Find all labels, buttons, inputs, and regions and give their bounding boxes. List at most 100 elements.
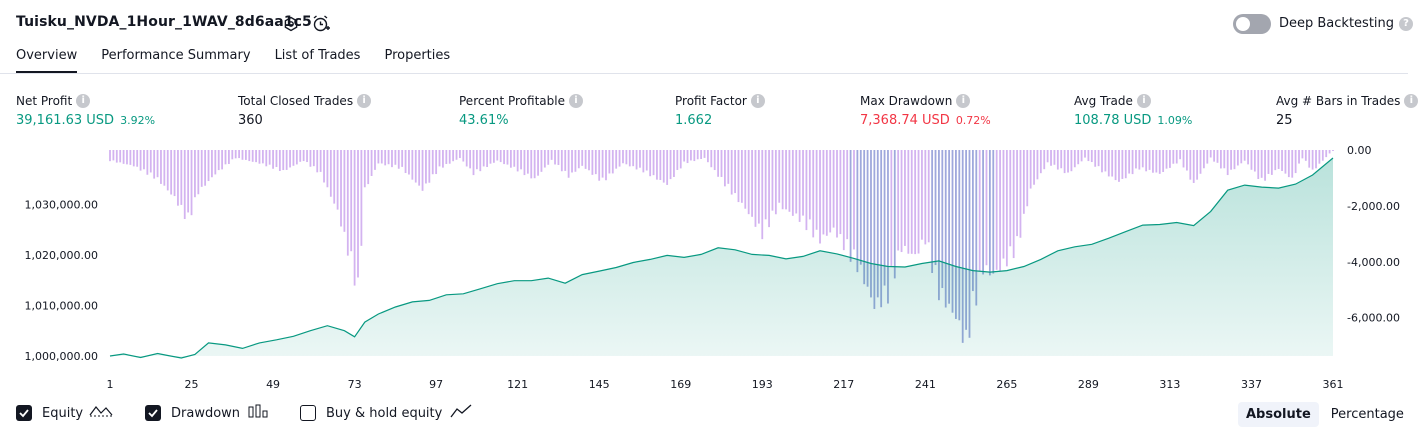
drawdown-bar xyxy=(1097,150,1100,167)
metric-percent: 0.72% xyxy=(955,114,991,127)
drawdown-bar xyxy=(975,150,978,306)
drawdown-bar xyxy=(391,150,393,168)
info-icon[interactable]: i xyxy=(76,94,91,108)
drawdown-bar xyxy=(873,150,876,309)
equity-checkbox[interactable] xyxy=(16,405,32,421)
drawdown-bar xyxy=(442,150,444,168)
legend-drawdown[interactable]: Drawdown xyxy=(145,404,268,422)
drawdown-bar xyxy=(768,150,770,228)
drawdown-bar xyxy=(244,150,247,160)
drawdown-bar xyxy=(1043,150,1046,170)
tab-properties[interactable]: Properties xyxy=(384,48,451,63)
drawdown-bar xyxy=(1287,150,1290,178)
metric-label: Total Closed Trades xyxy=(238,94,354,108)
drawdown-bar xyxy=(554,150,556,165)
drawdown-bar xyxy=(1101,150,1103,173)
drawdown-bar xyxy=(1067,150,1069,173)
drawdown-bar xyxy=(656,150,658,180)
drawdown-bar xyxy=(292,150,295,166)
drawdown-bar xyxy=(618,150,621,167)
drawdown-bar xyxy=(139,150,142,171)
drawdown-bar xyxy=(343,150,346,232)
buy-hold-checkbox[interactable] xyxy=(300,405,316,421)
drawdown-bar xyxy=(978,150,981,271)
drawdown-bar xyxy=(924,150,927,245)
drawdown-bar xyxy=(357,150,359,278)
drawdown-checkbox[interactable] xyxy=(145,405,161,421)
drawdown-bar xyxy=(200,150,203,187)
drawdown-bar xyxy=(703,150,706,158)
legend-equity[interactable]: Equity xyxy=(16,404,113,422)
drawdown-bar xyxy=(605,150,607,181)
legend-buy-hold-equity[interactable]: Buy & hold equity xyxy=(300,404,472,422)
info-icon[interactable]: i xyxy=(568,94,583,108)
drawdown-bar xyxy=(1250,150,1253,170)
drawdown-bar xyxy=(836,150,838,238)
drawdown-bar xyxy=(944,150,947,308)
metric-net-profit: Net Profit i 39,161.63 USD 3.92% xyxy=(16,94,155,128)
tab-overview[interactable]: Overview xyxy=(16,48,78,74)
drawdown-bar xyxy=(448,150,451,164)
drawdown-bar xyxy=(625,150,628,165)
drawdown-bar xyxy=(968,150,971,338)
drawdown-bar xyxy=(1016,150,1018,237)
drawdown-bar xyxy=(1209,150,1212,158)
drawdown-bar xyxy=(1026,150,1029,207)
drawdown-bar xyxy=(384,150,387,166)
metric-label: Avg # Bars in Trades xyxy=(1276,94,1401,108)
drawdown-bar xyxy=(513,150,516,167)
buy-hold-label: Buy & hold equity xyxy=(326,405,443,421)
drawdown-bar xyxy=(482,150,485,167)
equity-tick-label: 1,000,000.00 xyxy=(25,350,98,363)
drawdown-bar xyxy=(1073,150,1076,168)
tab-list-of-trades[interactable]: List of Trades xyxy=(274,48,361,63)
x-tick-label: 265 xyxy=(996,378,1017,391)
equity-drawdown-chart[interactable]: 1,030,000.00 1,020,000.00 1,010,000.00 1,00… xyxy=(0,140,1424,396)
drawdown-bar xyxy=(1206,150,1209,164)
drawdown-bar xyxy=(333,150,336,204)
drawdown-bar xyxy=(153,150,156,179)
drawdown-bar xyxy=(530,150,533,179)
drawdown-bar xyxy=(564,150,567,171)
add-alert-icon[interactable] xyxy=(310,13,332,35)
drawdown-bar xyxy=(601,150,604,178)
equity-label: Equity xyxy=(42,405,84,421)
drawdown-bar xyxy=(1056,150,1059,170)
help-icon[interactable]: ? xyxy=(1399,16,1414,31)
drawdown-bar xyxy=(791,150,794,216)
absolute-button[interactable]: Absolute xyxy=(1238,401,1319,427)
drawdown-bar xyxy=(893,150,896,279)
settings-icon[interactable] xyxy=(280,13,302,35)
info-icon[interactable]: i xyxy=(956,94,971,108)
metric-label: Percent Profitable xyxy=(459,94,565,108)
x-tick-label: 121 xyxy=(507,378,528,391)
drawdown-bar xyxy=(112,150,115,161)
drawdown-bar xyxy=(1233,150,1236,170)
drawdown-bar xyxy=(143,150,145,170)
metric-avg-bars-in-trades: Avg # Bars in Trades i 25 xyxy=(1276,94,1419,128)
drawdown-bar xyxy=(520,150,522,170)
deep-backtesting-toggle[interactable] xyxy=(1233,14,1271,34)
info-icon[interactable]: i xyxy=(357,94,372,108)
drawdown-bar xyxy=(1090,150,1093,163)
drawdown-bar xyxy=(808,150,811,220)
drawdown-bar xyxy=(567,150,570,178)
drawdown-bar xyxy=(211,150,213,178)
tab-performance-summary[interactable]: Performance Summary xyxy=(101,48,251,63)
info-icon[interactable]: i xyxy=(750,94,765,108)
drawdown-bar xyxy=(819,150,821,244)
x-tick-label: 241 xyxy=(915,378,936,391)
drawdown-bar xyxy=(727,150,730,184)
drawdown-bar xyxy=(955,150,957,319)
drawdown-bar xyxy=(540,150,543,172)
info-icon[interactable]: i xyxy=(1136,94,1151,108)
drawdown-bar xyxy=(306,150,308,163)
equity-axis: 1,030,000.00 1,020,000.00 1,010,000.00 1,00… xyxy=(25,198,98,363)
equity-line xyxy=(109,157,1334,359)
drawdown-bar xyxy=(859,150,862,265)
drawdown-bar xyxy=(608,150,611,174)
drawdown-bar xyxy=(149,150,152,173)
percentage-button[interactable]: Percentage xyxy=(1330,406,1404,422)
info-icon[interactable]: i xyxy=(1404,94,1419,108)
drawdown-bar xyxy=(686,150,689,164)
